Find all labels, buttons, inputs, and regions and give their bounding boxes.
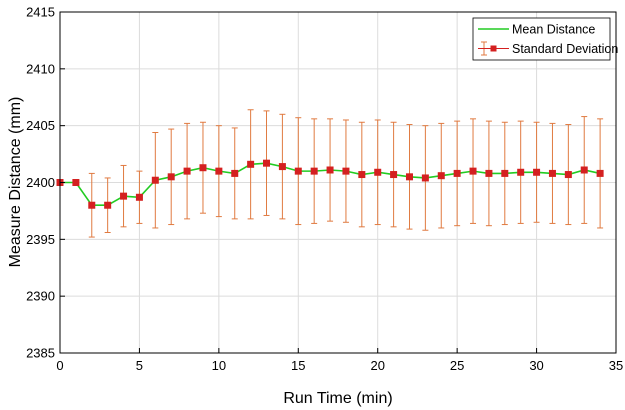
- legend-square-marker: [491, 46, 497, 52]
- data-point-marker: [199, 164, 206, 171]
- data-point-marker: [311, 168, 318, 175]
- x-tick-label: 35: [609, 358, 623, 373]
- data-point-marker: [327, 166, 334, 173]
- data-point-marker: [374, 169, 381, 176]
- data-point-marker: [295, 168, 302, 175]
- y-tick-label: 2395: [26, 232, 55, 247]
- data-point-marker: [72, 179, 79, 186]
- data-point-marker: [565, 171, 572, 178]
- legend: Mean Distance Standard Deviation: [473, 18, 618, 60]
- y-tick-label: 2410: [26, 61, 55, 76]
- y-tick-label: 2390: [26, 289, 55, 304]
- data-point-marker: [485, 170, 492, 177]
- x-tick-label: 15: [291, 358, 305, 373]
- data-point-marker: [215, 168, 222, 175]
- data-point-marker: [263, 160, 270, 167]
- data-point-marker: [581, 166, 588, 173]
- x-axis-label: Run Time (min): [283, 390, 392, 407]
- data-point-marker: [358, 171, 365, 178]
- data-point-marker: [470, 168, 477, 175]
- y-axis-label: Measure Distance (mm): [7, 97, 24, 268]
- data-point-marker: [136, 194, 143, 201]
- y-tick-label: 2400: [26, 175, 55, 190]
- y-tick-label: 2415: [26, 5, 55, 20]
- data-point-marker: [88, 202, 95, 209]
- x-tick-label: 0: [56, 358, 63, 373]
- data-point-marker: [104, 202, 111, 209]
- x-tick-label: 5: [136, 358, 143, 373]
- x-tick-label: 10: [212, 358, 226, 373]
- data-point-marker: [533, 169, 540, 176]
- data-point-marker: [422, 174, 429, 181]
- data-point-marker: [390, 171, 397, 178]
- data-point-marker: [342, 168, 349, 175]
- data-point-marker: [406, 173, 413, 180]
- data-point-marker: [247, 161, 254, 168]
- data-point-marker: [597, 170, 604, 177]
- data-point-marker: [517, 169, 524, 176]
- data-point-marker: [501, 170, 508, 177]
- data-point-marker: [152, 177, 159, 184]
- y-tick-label: 2405: [26, 118, 55, 133]
- x-tick-label: 25: [450, 358, 464, 373]
- data-point-marker: [549, 170, 556, 177]
- data-point-marker: [438, 172, 445, 179]
- data-point-marker: [120, 193, 127, 200]
- x-tick-label: 30: [529, 358, 543, 373]
- x-tick-label: 20: [370, 358, 384, 373]
- legend-mean-distance-label: Mean Distance: [512, 23, 595, 37]
- data-point-marker: [168, 173, 175, 180]
- y-tick-label: 2385: [26, 346, 55, 361]
- data-point-marker: [279, 163, 286, 170]
- legend-standard-deviation-label: Standard Deviation: [512, 42, 618, 56]
- data-point-marker: [454, 170, 461, 177]
- data-point-marker: [184, 168, 191, 175]
- data-point-marker: [231, 170, 238, 177]
